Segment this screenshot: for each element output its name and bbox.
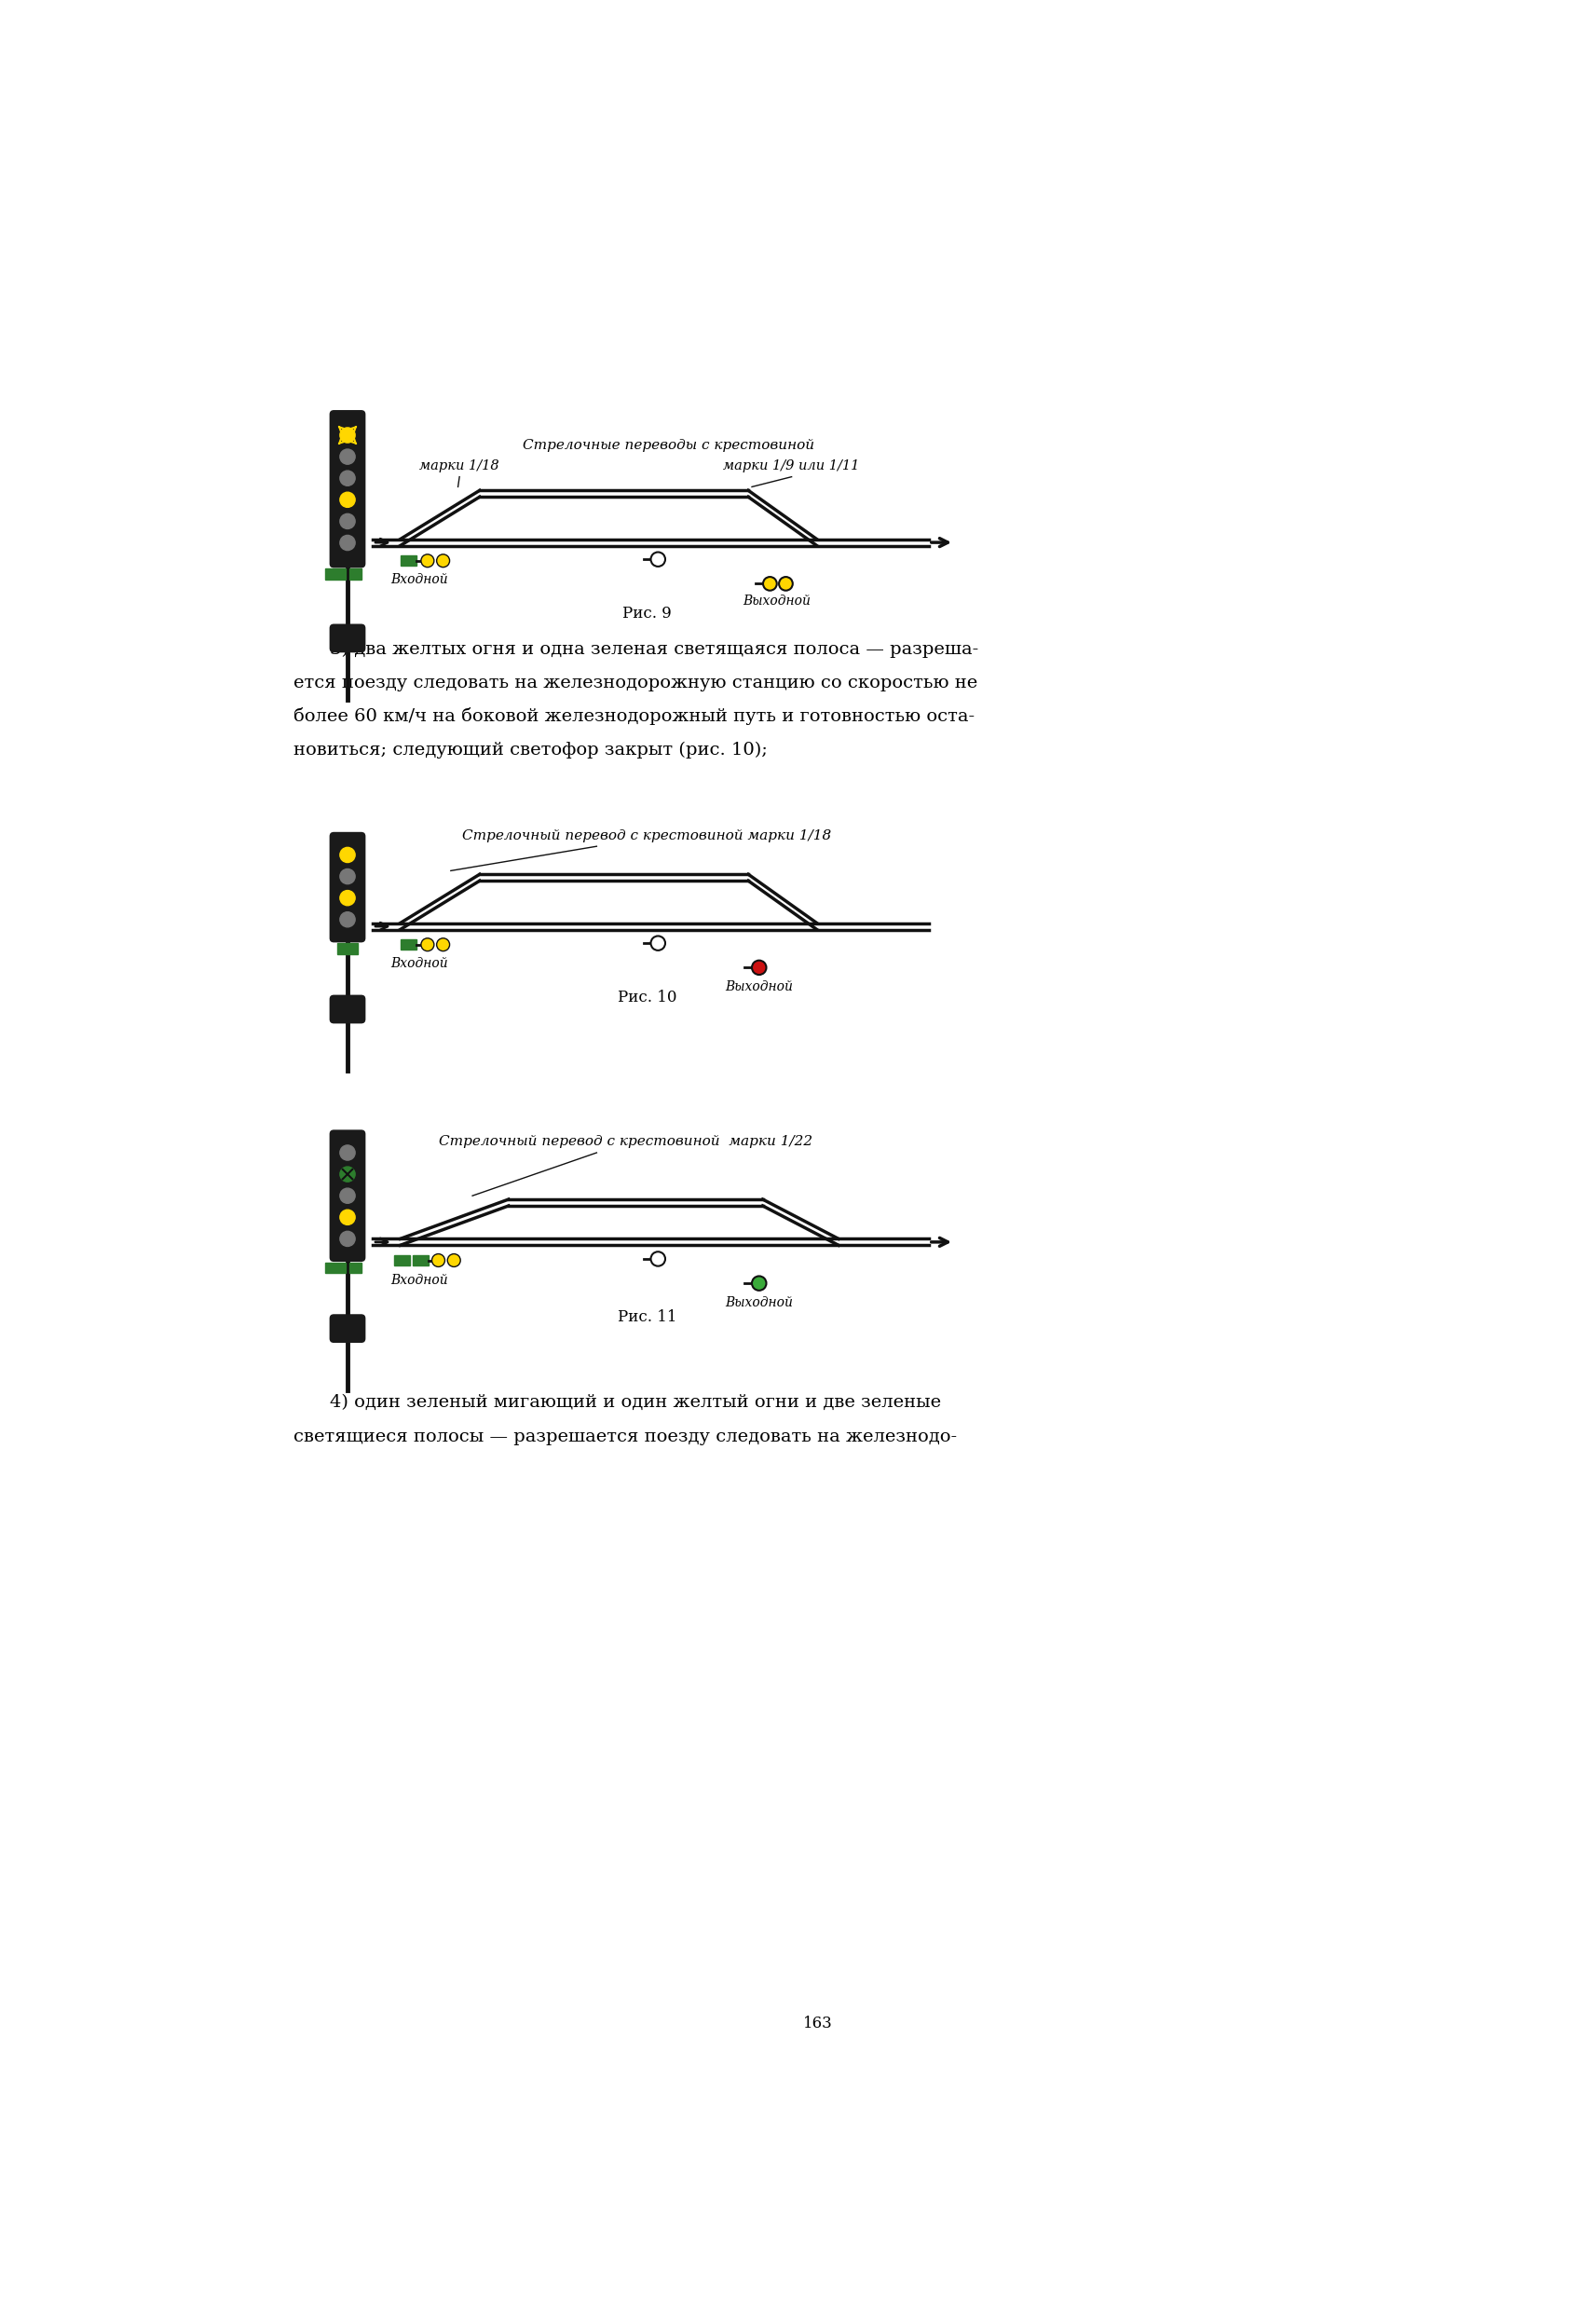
FancyBboxPatch shape [329,624,365,652]
Text: Выходной: Выходной [744,594,811,608]
Circle shape [340,536,354,550]
Text: Рис. 10: Рис. 10 [618,989,677,1005]
Text: Рис. 9: Рис. 9 [622,605,672,622]
Text: 3) два желтых огня и одна зеленая светящаяся полоса — разреша-: 3) два желтых огня и одна зеленая светящ… [329,640,978,659]
Circle shape [752,961,766,975]
Circle shape [437,938,450,952]
Circle shape [340,1188,354,1204]
FancyBboxPatch shape [329,994,365,1024]
Text: светящиеся полосы — разрешается поезду следовать на железнодо-: светящиеся полосы — разрешается поезду с… [294,1428,958,1444]
Circle shape [340,913,354,927]
Text: новиться; следующий светофор закрыт (рис. 10);: новиться; следующий светофор закрыт (рис… [294,742,768,758]
Text: Стрелочные переводы с крестовиной: Стрелочные переводы с крестовиной [523,439,814,453]
Text: Входной: Входной [391,1273,448,1287]
Text: марки 1/9 или 1/11: марки 1/9 или 1/11 [723,460,860,471]
Text: марки 1/18: марки 1/18 [420,460,500,471]
Text: ется поезду следовать на железнодорожную станцию со скоростью не: ется поезду следовать на железнодорожную… [294,675,977,691]
Circle shape [340,471,354,485]
Circle shape [433,1255,445,1266]
Text: Стрелочный перевод с крестовиной  марки 1/22: Стрелочный перевод с крестовиной марки 1… [439,1135,812,1149]
Text: Входной: Входной [391,957,448,971]
Text: Стрелочный перевод с крестовиной марки 1/18: Стрелочный перевод с крестовиной марки 1… [463,830,832,841]
FancyBboxPatch shape [329,832,365,943]
Circle shape [340,1209,354,1225]
Bar [326,569,345,580]
Text: Рис. 11: Рис. 11 [618,1310,677,1324]
Bar [350,1262,362,1273]
Circle shape [779,578,793,592]
Circle shape [340,848,354,862]
Bar [326,1262,345,1273]
Text: более 60 км/ч на боковой железнодорожный путь и готовностью оста-: более 60 км/ч на боковой железнодорожный… [294,707,975,726]
Circle shape [340,492,354,508]
Circle shape [340,1146,354,1160]
Text: 4) один зеленый мигающий и один желтый огни и две зеленые: 4) один зеленый мигающий и один желтый о… [329,1394,940,1412]
Circle shape [340,448,354,465]
Bar [394,1255,410,1266]
Circle shape [651,936,666,950]
Circle shape [340,1232,354,1246]
Circle shape [651,1253,666,1266]
FancyBboxPatch shape [329,1315,365,1343]
Circle shape [340,513,354,529]
Circle shape [340,869,354,885]
Circle shape [421,938,434,952]
Circle shape [447,1255,461,1266]
Text: Выходной: Выходной [725,980,793,994]
Circle shape [421,555,434,566]
Circle shape [340,1167,354,1181]
Bar [337,943,358,954]
FancyBboxPatch shape [329,1130,365,1262]
Circle shape [340,890,354,906]
Text: 163: 163 [803,2015,833,2031]
Circle shape [763,578,777,592]
Circle shape [752,1276,766,1290]
Circle shape [340,428,354,444]
Text: Входной: Входной [391,573,448,587]
Bar [412,1255,428,1266]
Circle shape [437,555,450,566]
Bar [401,941,417,950]
Bar [350,569,362,580]
Text: Выходной: Выходной [725,1296,793,1308]
FancyBboxPatch shape [329,409,365,569]
Bar [401,555,417,566]
Circle shape [651,552,666,566]
